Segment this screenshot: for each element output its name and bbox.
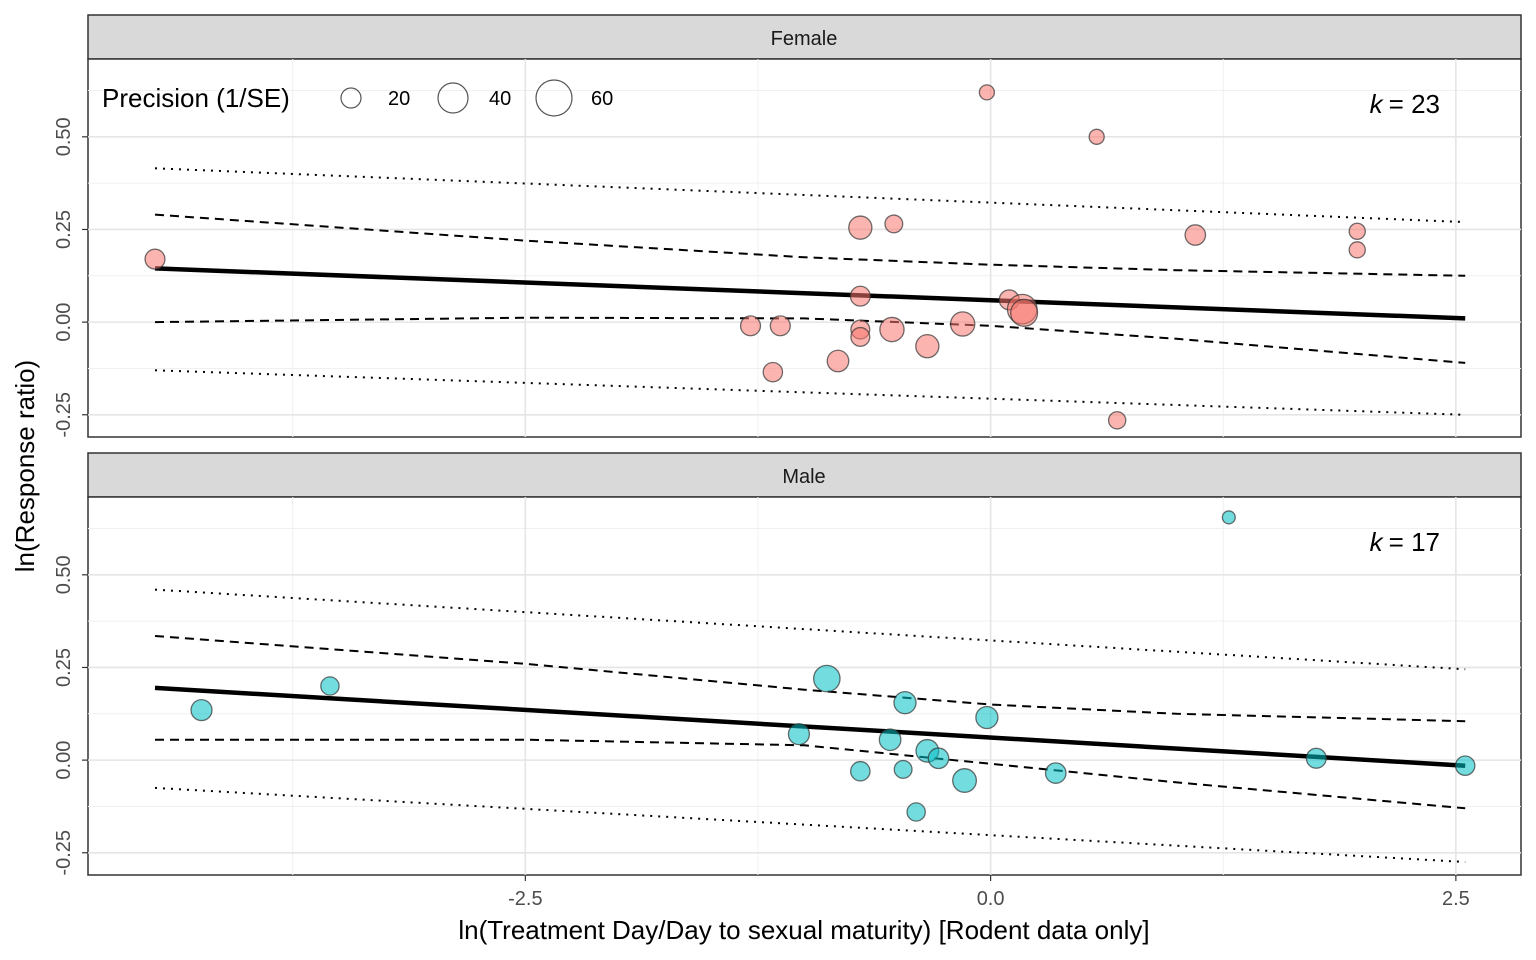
- data-point-male: [320, 676, 340, 696]
- plot-area-female: [87, 58, 1522, 438]
- y-tick-label: -0.25: [53, 392, 75, 438]
- strip-label-female: Female: [771, 28, 838, 50]
- data-point-female: [949, 311, 976, 337]
- y-tick-label: 0.50: [53, 117, 75, 156]
- y-tick-label: 0.50: [53, 555, 75, 594]
- data-point-female: [769, 315, 791, 337]
- x-axis-title: ln(Treatment Day/Day to sexual maturity)…: [458, 915, 1149, 945]
- x-axis: -2.5 0.0 2.5: [508, 875, 1470, 910]
- legend-key-20: [340, 87, 362, 109]
- points-male: [190, 510, 1476, 822]
- regression-line: [154, 266, 1466, 321]
- k-symbol-female: k: [1370, 89, 1385, 119]
- grid-male: [88, 497, 1521, 875]
- data-point-male: [906, 802, 926, 822]
- data-point-female: [762, 361, 784, 383]
- data-point-female: [1348, 222, 1366, 241]
- size-legend: Precision (1/SE) 20 40 60: [102, 79, 613, 117]
- data-point-male: [952, 768, 978, 793]
- data-point-female: [850, 326, 871, 347]
- legend-key-60: [535, 79, 573, 117]
- data-point-male: [975, 705, 999, 730]
- points-female: [144, 84, 1366, 430]
- panel-male: Male -0.25 0.00 0.25 0.50 k = 17: [53, 452, 1522, 876]
- data-point-female: [884, 214, 904, 234]
- y-axis-female: -0.25 0.00 0.25 0.50: [53, 117, 88, 438]
- confidence-interval-upper: [154, 213, 1466, 277]
- y-tick-label: -0.25: [53, 830, 75, 876]
- strip-label-male: Male: [782, 466, 825, 488]
- prediction-interval-upper: [154, 588, 1466, 671]
- plot-area-male: [87, 496, 1522, 876]
- k-value-male: = 17: [1389, 527, 1440, 557]
- legend-title: Precision (1/SE): [102, 83, 290, 113]
- data-point-female: [1088, 128, 1105, 145]
- data-point-female: [978, 84, 996, 101]
- data-point-female: [1107, 411, 1127, 430]
- k-annotation-female: k = 23: [1370, 89, 1440, 119]
- data-point-male: [893, 691, 917, 715]
- legend-label-20: 20: [388, 88, 410, 110]
- y-axis-male: -0.25 0.00 0.25 0.50: [53, 555, 88, 876]
- legend-label-40: 40: [489, 88, 511, 110]
- y-tick-label: 0.25: [53, 648, 75, 687]
- prediction-interval-lower: [154, 786, 1466, 863]
- y-axis-title: ln(Response ratio): [10, 360, 40, 572]
- lines-male: [154, 588, 1466, 863]
- panel-female: Female -0.25 0.00 0.25 0.50 k = 23 Precision…: [53, 14, 1522, 438]
- confidence-interval-upper: [154, 635, 1466, 723]
- legend-label-60: 60: [591, 88, 613, 110]
- data-point-male: [1044, 762, 1067, 784]
- data-point-male: [893, 759, 913, 779]
- x-tick-label: 2.5: [1442, 888, 1470, 910]
- k-symbol-male: k: [1370, 527, 1385, 557]
- data-point-female: [915, 333, 940, 359]
- k-value-female: = 23: [1389, 89, 1440, 119]
- data-point-male: [850, 760, 871, 782]
- data-point-male: [813, 664, 841, 693]
- confidence-interval-lower: [155, 738, 1466, 810]
- k-annotation-male: k = 17: [1370, 527, 1440, 557]
- data-point-female: [739, 315, 762, 337]
- y-tick-label: 0.00: [53, 741, 75, 780]
- data-point-male: [787, 723, 811, 746]
- strip-male: [87, 452, 1522, 498]
- data-point-male: [878, 728, 902, 752]
- x-tick-label: -2.5: [508, 888, 542, 910]
- y-tick-label: 0.25: [53, 210, 75, 249]
- legend-key-40: [437, 82, 469, 114]
- data-point-female: [1348, 241, 1366, 259]
- regression-line: [154, 685, 1466, 768]
- data-point-female: [849, 285, 871, 307]
- data-point-male: [927, 747, 950, 770]
- y-tick-label: 0.00: [53, 303, 75, 342]
- x-tick-label: 0.0: [977, 888, 1005, 910]
- data-point-male: [1305, 747, 1327, 769]
- data-point-male: [1454, 755, 1476, 776]
- data-point-male: [1221, 510, 1236, 525]
- data-point-female: [144, 248, 166, 270]
- data-point-female: [848, 215, 873, 240]
- data-point-female: [879, 316, 905, 343]
- strip-female: [87, 14, 1522, 60]
- data-point-male: [190, 698, 213, 722]
- data-point-female: [1010, 298, 1039, 327]
- data-point-female: [1184, 224, 1207, 246]
- data-point-female: [826, 349, 850, 373]
